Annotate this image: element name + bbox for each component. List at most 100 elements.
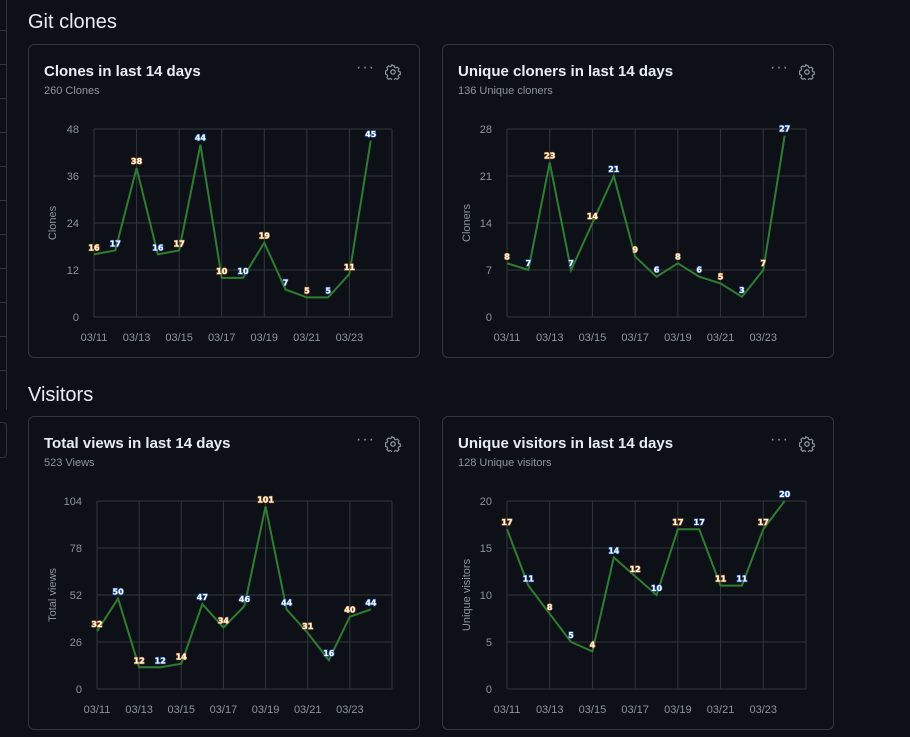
data-label: 3: [739, 286, 745, 295]
x-tick-label: 03/13: [536, 332, 564, 344]
data-label: 10: [651, 584, 663, 593]
data-label: 5: [718, 272, 724, 281]
data-label: 46: [239, 595, 251, 604]
x-tick-label: 03/17: [621, 704, 649, 716]
gear-icon[interactable]: [385, 64, 401, 80]
x-tick-label: 03/15: [165, 332, 193, 344]
line-chart: 0 12 24 36 48 03/11 03/13 03/15 03/17 03/19 03/21 0…: [47, 124, 393, 344]
data-label: 44: [281, 598, 293, 607]
data-label: 12: [155, 656, 166, 665]
data-label: 6: [696, 266, 702, 275]
x-tick-label: 03/17: [208, 332, 236, 344]
data-label: 11: [523, 575, 535, 584]
y-tick-label: 0: [486, 312, 492, 324]
y-tick-label: 28: [480, 124, 492, 136]
y-tick-label: 12: [67, 265, 79, 277]
data-label: 21: [608, 165, 620, 174]
y-axis-label: Total views: [47, 568, 59, 622]
data-label: 31: [302, 622, 314, 631]
card-title: Unique cloners in last 14 days: [458, 63, 674, 80]
y-tick-label: 14: [480, 218, 492, 230]
series-line: [506, 500, 786, 653]
y-tick-label: 10: [480, 590, 492, 602]
sidebar-edge: [0, 0, 7, 410]
x-tick-label: 03/11: [494, 332, 521, 344]
y-tick-label: 21: [480, 171, 492, 183]
x-tick-label: 03/23: [750, 704, 778, 716]
gear-icon[interactable]: [799, 436, 815, 452]
y-tick-label: 78: [70, 543, 82, 555]
data-label: 11: [736, 575, 748, 584]
x-tick-label: 03/23: [336, 332, 364, 344]
data-label: 44: [195, 134, 207, 143]
x-tick-label: 03/19: [664, 332, 692, 344]
data-label: 23: [544, 152, 555, 161]
x-tick-label: 03/19: [664, 704, 692, 716]
x-tick-label: 03/17: [210, 704, 238, 716]
y-tick-label: 48: [67, 124, 79, 136]
data-label: 44: [365, 598, 377, 607]
card-title: Unique visitors in last 14 days: [458, 435, 674, 452]
x-tick-label: 03/11: [494, 704, 521, 716]
gear-icon[interactable]: [385, 436, 401, 452]
clones-card: Clones in last 14 days 260 Clones ··· 0 1…: [28, 44, 420, 358]
y-tick-label: 52: [70, 590, 82, 602]
data-label: 8: [504, 252, 510, 261]
data-label: 16: [323, 649, 335, 658]
y-tick-label: 36: [67, 171, 79, 183]
x-tick-label: 03/21: [707, 704, 735, 716]
series-line: [93, 140, 372, 299]
data-label: 27: [779, 125, 790, 134]
data-label: 17: [110, 239, 121, 248]
card-subtitle: 136 Unique cloners: [458, 85, 553, 97]
y-tick-label: 0: [486, 684, 492, 696]
data-label: 5: [304, 286, 310, 295]
data-label: 17: [758, 518, 769, 527]
y-tick-label: 0: [76, 684, 82, 696]
y-axis-label: Cloners: [461, 204, 473, 242]
data-label: 4: [590, 640, 596, 649]
data-label: 14: [587, 212, 599, 221]
section-title-git-clones: Git clones: [28, 11, 117, 33]
card-title: Clones in last 14 days: [44, 63, 201, 80]
y-tick-label: 15: [480, 543, 492, 555]
more-options-button[interactable]: ···: [356, 59, 375, 76]
line-chart: 0 5 10 15 20 03/11 03/13 03/15 03/17 03/19 03/21 03…: [461, 489, 807, 716]
more-options-button[interactable]: ···: [356, 431, 375, 448]
x-tick-label: 03/23: [750, 332, 778, 344]
y-tick-label: 20: [480, 496, 492, 508]
y-axis-label: Clones: [47, 205, 59, 240]
sidebar-button[interactable]: [0, 422, 7, 458]
card-title: Total views in last 14 days: [44, 435, 231, 452]
unique-cloners-card: Unique cloners in last 14 days 136 Uniqu…: [442, 44, 834, 358]
gear-icon[interactable]: [799, 64, 815, 80]
x-tick-label: 03/15: [168, 704, 196, 716]
card-subtitle: 128 Unique visitors: [458, 457, 552, 469]
data-label: 12: [630, 565, 641, 574]
y-tick-label: 24: [67, 218, 79, 230]
y-tick-label: 26: [70, 637, 82, 649]
data-label: 50: [113, 588, 125, 597]
data-label: 6: [654, 266, 660, 275]
data-label: 20: [779, 490, 791, 499]
data-label: 45: [365, 130, 377, 139]
y-axis-label: Unique visitors: [461, 558, 473, 631]
more-options-button[interactable]: ···: [770, 59, 789, 76]
data-label: 14: [608, 546, 620, 555]
x-tick-label: 03/19: [251, 332, 279, 344]
data-label: 8: [675, 252, 681, 261]
line-chart: 0 7 14 21 28 03/11 03/13 03/15 03/17 03/19 03/21 03…: [461, 124, 807, 344]
data-label: 7: [283, 279, 289, 288]
data-label: 9: [632, 246, 638, 255]
y-tick-label: 0: [73, 312, 79, 324]
data-label: 17: [174, 239, 185, 248]
data-label: 10: [237, 267, 249, 276]
x-tick-label: 03/11: [84, 704, 111, 716]
unique-visitors-card: Unique visitors in last 14 days 128 Uniq…: [442, 416, 834, 730]
more-options-button[interactable]: ···: [770, 431, 789, 448]
data-label: 34: [218, 617, 230, 626]
data-label: 10: [216, 267, 228, 276]
card-subtitle: 523 Views: [44, 457, 95, 469]
x-tick-label: 03/17: [621, 332, 649, 344]
x-tick-label: 03/19: [252, 704, 280, 716]
